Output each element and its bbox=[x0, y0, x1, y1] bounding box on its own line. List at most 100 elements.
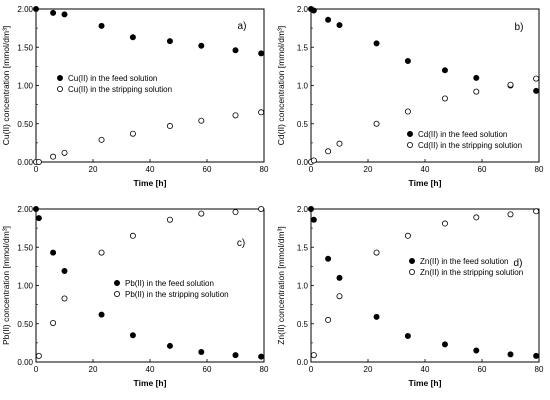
data-point-stripping bbox=[310, 352, 317, 359]
y-tick-label: 1.00 bbox=[17, 82, 33, 91]
data-point-feed bbox=[129, 332, 136, 339]
legend-entry: Cu(II) in the feed solution bbox=[68, 74, 157, 83]
data-point-feed bbox=[258, 353, 265, 360]
data-point-stripping bbox=[198, 117, 205, 124]
data-point-feed bbox=[507, 351, 514, 358]
data-point-stripping bbox=[441, 95, 448, 102]
y-tick-label: 0.5 bbox=[297, 120, 309, 129]
legend-marker bbox=[408, 269, 415, 276]
legend-marker bbox=[57, 86, 64, 93]
legend-entry: Pb(II) in the stripping solution bbox=[125, 290, 229, 299]
y-tick-label: 1.50 bbox=[17, 43, 33, 52]
y-tick-label: 0.50 bbox=[17, 120, 33, 129]
data-point-feed bbox=[33, 206, 40, 212]
legend-entry: Zn(II) in the feed solution bbox=[420, 257, 509, 266]
data-point-feed bbox=[98, 311, 105, 318]
legend-entry: Cd(II) in the stripping solution bbox=[418, 141, 522, 150]
data-point-stripping bbox=[166, 123, 173, 130]
x-axis-title: Time [h] bbox=[409, 178, 442, 188]
data-point-stripping bbox=[61, 149, 68, 156]
data-point-feed bbox=[336, 22, 343, 29]
data-point-stripping bbox=[533, 208, 540, 215]
data-point-stripping bbox=[507, 211, 514, 218]
y-tick-label: 1.0 bbox=[297, 282, 309, 291]
x-axis-title: Time [h] bbox=[134, 178, 167, 188]
y-tick-label: 1.50 bbox=[17, 243, 33, 252]
data-point-feed bbox=[310, 7, 317, 14]
data-point-feed bbox=[325, 16, 332, 23]
y-axis-title: Pb(II) concentration [mmol/dm³] bbox=[1, 226, 11, 345]
x-tick-label: 60 bbox=[478, 165, 487, 174]
chart-panel-d: 0 20 40 60 80 0.0 0.5 1.0 1.5 2.0 Time [h] Zn(II) c… bbox=[275, 200, 550, 400]
x-tick-label: 40 bbox=[146, 165, 155, 174]
x-tick-label: 0 bbox=[34, 165, 39, 174]
data-point-stripping bbox=[373, 120, 380, 127]
panel-letter: b) bbox=[515, 22, 524, 33]
data-point-stripping bbox=[310, 157, 317, 164]
y-axis-title: Zn(II) concentration [mmol/dm³] bbox=[276, 226, 286, 345]
data-point-stripping bbox=[166, 216, 173, 223]
legend-entry: Cd(II) in the feed solution bbox=[418, 130, 507, 139]
data-point-stripping bbox=[441, 220, 448, 227]
chart-svg: 0 20 40 60 80 0.0 0.5 1.0 1.5 2.0 Time [h] Zn(II) c… bbox=[276, 205, 544, 388]
legend-marker bbox=[406, 130, 413, 137]
data-point-stripping bbox=[35, 352, 42, 359]
data-point-stripping bbox=[61, 295, 68, 302]
data-point-feed bbox=[166, 342, 173, 349]
legend-marker bbox=[408, 258, 415, 265]
data-point-stripping bbox=[325, 148, 332, 155]
y-tick-label: 0.00 bbox=[17, 358, 33, 367]
data-point-stripping bbox=[198, 210, 205, 217]
y-tick-label: 2.00 bbox=[17, 205, 33, 214]
data-point-stripping bbox=[129, 130, 136, 137]
x-tick-label: 80 bbox=[260, 165, 269, 174]
data-point-stripping bbox=[507, 81, 514, 88]
x-tick-label: 20 bbox=[89, 165, 98, 174]
data-point-feed bbox=[533, 352, 540, 359]
plot-frame bbox=[310, 8, 540, 163]
y-tick-label: 2.00 bbox=[17, 5, 33, 14]
y-tick-label: 2.0 bbox=[297, 205, 309, 214]
y-tick-label: 0.50 bbox=[17, 320, 33, 329]
data-point-stripping bbox=[336, 293, 343, 300]
data-point-stripping bbox=[232, 112, 239, 119]
y-axis-title: Cd(II) concentration [mmol/dm³] bbox=[276, 26, 286, 146]
data-point-feed bbox=[404, 58, 411, 65]
data-point-feed bbox=[33, 6, 40, 12]
data-point-feed bbox=[232, 47, 239, 54]
y-tick-label: 0.0 bbox=[297, 358, 309, 367]
legend-marker bbox=[114, 280, 121, 287]
chart-panel-b: 0 20 40 60 80 0.0 0.5 1.0 1.5 2.0 Time [h] Cd(II) c… bbox=[275, 0, 550, 200]
chart-svg: 0 20 40 60 80 0.00 0.50 1.00 1.50 2.00 Time [h] Cu(… bbox=[1, 5, 269, 188]
x-tick-label: 0 bbox=[309, 365, 314, 374]
data-point-feed bbox=[441, 67, 448, 74]
data-point-stripping bbox=[473, 88, 480, 95]
y-tick-label: 0.00 bbox=[17, 158, 33, 167]
data-point-feed bbox=[61, 11, 68, 18]
x-tick-label: 60 bbox=[203, 165, 212, 174]
data-point-feed bbox=[533, 87, 540, 94]
x-tick-label: 0 bbox=[309, 165, 314, 174]
data-point-feed bbox=[98, 22, 105, 29]
data-point-stripping bbox=[129, 232, 136, 239]
legend-entry: Zn(II) in the stripping solution bbox=[420, 268, 523, 277]
data-point-feed bbox=[310, 216, 317, 223]
y-tick-label: 0.5 bbox=[297, 320, 309, 329]
data-point-feed bbox=[166, 38, 173, 45]
panel-letter: c) bbox=[237, 238, 245, 249]
data-point-feed bbox=[308, 206, 315, 212]
chart-panel-a: 0 20 40 60 80 0.00 0.50 1.00 1.50 2.00 Time [h] Cu(… bbox=[0, 0, 275, 200]
x-tick-label: 80 bbox=[260, 365, 269, 374]
data-point-stripping bbox=[325, 316, 332, 323]
legend-marker bbox=[406, 141, 413, 148]
y-tick-label: 1.5 bbox=[297, 43, 309, 52]
data-point-feed bbox=[404, 332, 411, 339]
y-tick-label: 1.00 bbox=[17, 282, 33, 291]
data-point-stripping bbox=[336, 140, 343, 147]
chart-svg: 0 20 40 60 80 0.00 0.50 1.00 1.50 2.00 Time [h] Pb(… bbox=[1, 205, 269, 388]
data-point-stripping bbox=[373, 249, 380, 256]
chart-svg: 0 20 40 60 80 0.0 0.5 1.0 1.5 2.0 Time [h] Cd(II) c… bbox=[276, 5, 544, 188]
data-point-stripping bbox=[473, 214, 480, 221]
plot-frame bbox=[310, 208, 540, 363]
y-axis-title: Cu(II) concentration [mmol/dm³] bbox=[1, 26, 11, 146]
